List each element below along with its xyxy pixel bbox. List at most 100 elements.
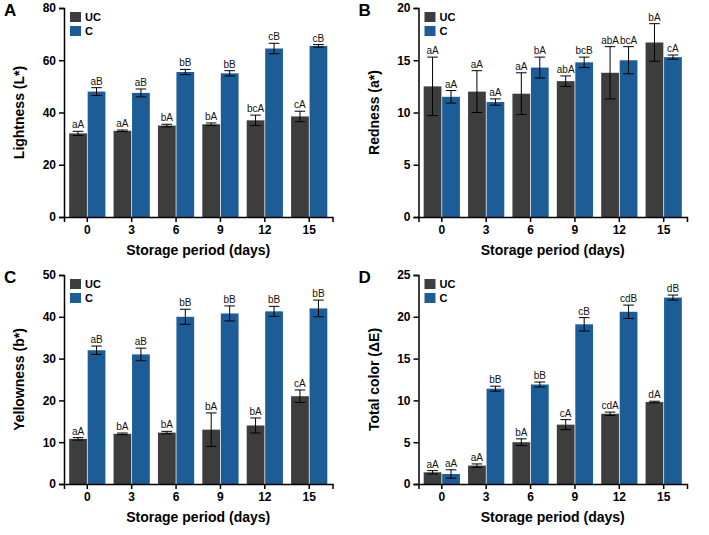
panel-title: B — [359, 1, 371, 20]
y-tick-mark — [59, 165, 64, 167]
y-tick: 10 — [397, 394, 418, 408]
x-axis-line — [65, 218, 334, 223]
significance-label: aA — [426, 459, 439, 470]
y-tick-mark — [59, 8, 64, 10]
x-tick-mark — [131, 217, 133, 222]
y-tick-label: 40 — [43, 310, 57, 324]
y-tick-label: 5 — [404, 158, 411, 172]
bar — [442, 97, 460, 217]
bar — [664, 298, 682, 484]
error-bar — [579, 318, 590, 331]
legend-swatch — [425, 279, 436, 289]
x-tick-mark — [485, 484, 487, 489]
error-bar — [313, 300, 324, 317]
error-bar — [91, 346, 102, 354]
y-tick: 50 — [43, 268, 64, 282]
legend-entry: C — [425, 25, 448, 37]
significance-label: abA — [601, 35, 619, 46]
legend: UCC — [425, 278, 456, 304]
y-tick: 20 — [397, 1, 418, 15]
x-tick-mark — [574, 217, 576, 222]
bar — [620, 60, 638, 217]
y-axis: 0510152025 — [397, 268, 419, 491]
y-tick: 5 — [404, 158, 419, 172]
significance-label: aB — [135, 336, 148, 347]
x-tick: 3 — [128, 484, 135, 504]
legend-label: UC — [440, 278, 456, 290]
y-tick: 10 — [397, 106, 418, 120]
error-bar — [649, 401, 660, 403]
legend-swatch — [70, 293, 81, 303]
bar — [601, 414, 619, 484]
error-bar — [446, 470, 457, 478]
error-bar — [295, 111, 306, 121]
significance-label: bB — [179, 57, 192, 68]
x-tick-label: 3 — [128, 223, 135, 237]
x-axis: 03691215 — [419, 484, 688, 504]
x-tick-label: 12 — [258, 490, 272, 504]
y-tick-label: 40 — [43, 106, 57, 120]
error-bar — [605, 412, 616, 415]
bar — [265, 48, 283, 217]
x-tick-mark — [619, 484, 621, 489]
significance-label: aA — [72, 426, 85, 437]
legend-label: C — [440, 25, 448, 37]
x-tick-label: 9 — [572, 223, 579, 237]
significance-label: bB — [268, 294, 281, 305]
y-axis-title: Redness (a*) — [366, 70, 382, 155]
bar — [221, 73, 239, 217]
y-tick-label: 60 — [43, 54, 57, 68]
x-tick: 6 — [173, 484, 180, 504]
x-axis-line — [65, 485, 334, 490]
y-tick: 80 — [43, 1, 64, 15]
significance-label: bB — [312, 288, 325, 299]
significance-label: cdB — [620, 293, 638, 304]
bar — [557, 81, 575, 217]
error-bar — [623, 305, 634, 318]
error-bar — [472, 71, 483, 113]
y-tick-label: 20 — [397, 310, 411, 324]
significance-label: dA — [648, 389, 661, 400]
bar — [176, 317, 194, 484]
significance-label: cB — [268, 31, 280, 42]
legend: UCC — [70, 11, 101, 37]
panel: aAbAbAbAbAcAaBaBbBbBbBbB0102030405003691… — [4, 268, 333, 525]
significance-label: aA — [426, 45, 439, 56]
marks — [424, 295, 682, 484]
panel-title: C — [4, 268, 16, 287]
significance-label: bA — [515, 427, 528, 438]
error-bar — [73, 438, 84, 441]
legend-label: UC — [85, 278, 101, 290]
y-tick-mark — [59, 442, 64, 444]
y-axis-line — [59, 276, 65, 485]
y-tick: 40 — [43, 310, 64, 324]
significance-label: cB — [578, 306, 590, 317]
bar — [176, 72, 194, 217]
error-bar — [668, 55, 679, 59]
y-tick-mark — [414, 358, 419, 360]
bar — [487, 102, 505, 217]
y-tick-label: 0 — [404, 477, 411, 491]
significance-label: cA — [294, 378, 306, 389]
y-axis: 020406080 — [43, 1, 65, 224]
error-bar — [490, 99, 501, 105]
bar — [557, 425, 575, 484]
error-bar — [605, 47, 616, 99]
x-tick-label: 15 — [657, 490, 671, 504]
bar — [291, 396, 309, 484]
error-bar — [668, 295, 679, 300]
y-tick-label: 10 — [397, 106, 411, 120]
y-tick: 5 — [404, 436, 419, 450]
x-axis-title: Storage period (days) — [481, 242, 625, 258]
x-tick: 15 — [303, 484, 317, 504]
legend-swatch — [70, 279, 81, 289]
x-tick: 12 — [613, 217, 627, 237]
y-tick-label: 0 — [49, 210, 56, 224]
y-tick-label: 30 — [43, 352, 57, 366]
legend-swatch — [425, 26, 436, 36]
y-tick-mark — [414, 442, 419, 444]
bar — [88, 92, 106, 217]
error-bar — [250, 418, 261, 433]
y-axis-line — [414, 9, 420, 218]
x-tick-mark — [220, 484, 222, 489]
